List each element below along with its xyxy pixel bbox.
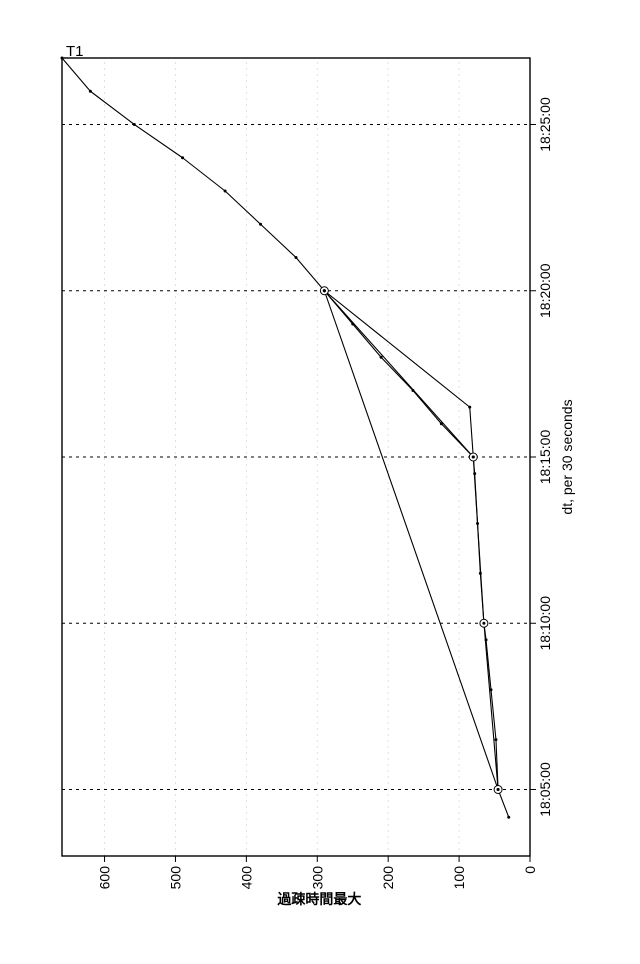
y-tick-label: 300 bbox=[309, 866, 325, 890]
corner-label: T1 bbox=[66, 43, 84, 60]
x-tick-label: 18:10:00 bbox=[537, 596, 553, 651]
x-axis-title: dt, per 30 seconds bbox=[559, 399, 575, 514]
x-tick-label: 18:05:00 bbox=[537, 762, 553, 817]
x-tick-label: 18:25:00 bbox=[537, 97, 553, 152]
y-tick-label: 100 bbox=[451, 866, 467, 890]
y-tick-label: 500 bbox=[167, 866, 183, 890]
line-chart: 18:05:00 18:10:00 18:15:00 18:20:00 18:25:00… bbox=[50, 40, 590, 924]
x-tick-label: 18:15:00 bbox=[537, 430, 553, 485]
y-tick-label: 0 bbox=[522, 866, 538, 874]
chart-container: 18:05:00 18:10:00 18:15:00 18:20:00 18:25:00… bbox=[50, 40, 590, 924]
x-tick-label: 18:20:00 bbox=[537, 263, 553, 318]
y-tick-label: 400 bbox=[238, 866, 254, 890]
y-tick-label: 200 bbox=[380, 866, 396, 890]
page: 18:05:00 18:10:00 18:15:00 18:20:00 18:25:00… bbox=[0, 0, 640, 964]
y-axis-title: 過疎時間最大 bbox=[276, 891, 361, 907]
y-tick-label: 600 bbox=[97, 866, 113, 890]
